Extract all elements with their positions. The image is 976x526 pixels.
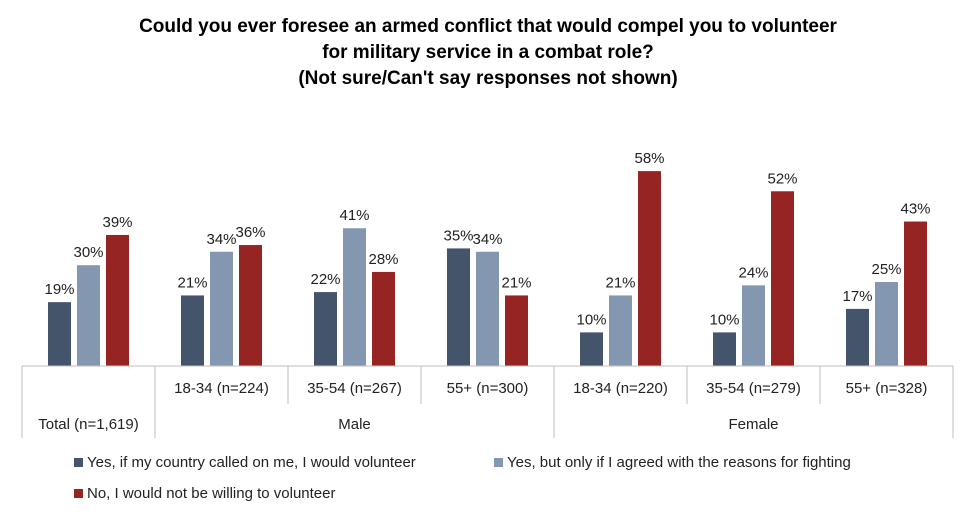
category-label: Total (n=1,619) (38, 416, 138, 433)
chart-title-line-3: (Not sure/Can't say responses not shown) (298, 68, 678, 89)
legend-label: Yes, but only if I agreed with the reaso… (507, 454, 851, 471)
category-label: 18-34 (n=220) (573, 380, 668, 397)
data-label: 21% (501, 274, 531, 291)
bar (609, 295, 632, 366)
data-label: 17% (842, 288, 872, 305)
bar (181, 295, 204, 366)
data-label: 30% (73, 244, 103, 261)
data-label: 58% (634, 150, 664, 167)
category-label: 55+ (n=328) (846, 380, 928, 397)
bar (106, 234, 129, 366)
legend-label: Yes, if my country called on me, I would… (87, 454, 416, 471)
data-label: 34% (206, 231, 236, 248)
legend-swatch (494, 458, 503, 467)
legend-item: Yes, but only if I agreed with the reaso… (494, 454, 851, 471)
bar (447, 248, 470, 366)
legend-item: Yes, if my country called on me, I would… (74, 454, 416, 471)
category-label: 35-54 (n=279) (706, 380, 801, 397)
data-label: 35% (443, 227, 473, 244)
data-label: 34% (472, 231, 502, 248)
bar (580, 332, 603, 366)
data-label: 28% (368, 251, 398, 268)
data-label: 25% (871, 261, 901, 278)
legend-swatch (74, 458, 83, 467)
bar (239, 245, 262, 366)
data-label: 41% (339, 207, 369, 224)
data-label: 21% (177, 274, 207, 291)
bar (875, 282, 898, 366)
chart-title: Could you ever foresee an armed conflict… (0, 14, 976, 92)
chart-title-line-1: Could you ever foresee an armed conflict… (139, 16, 837, 37)
data-label: 10% (709, 311, 739, 328)
data-label: 52% (767, 170, 797, 187)
category-label: 35-54 (n=267) (307, 380, 402, 397)
legend-swatch (74, 489, 83, 498)
data-label: 43% (900, 201, 930, 218)
bar (48, 302, 71, 366)
data-label: 39% (102, 214, 132, 231)
data-label: 22% (310, 271, 340, 288)
bar (904, 221, 927, 366)
bar (713, 332, 736, 366)
bar (314, 292, 337, 366)
group-label: Female (728, 416, 778, 433)
data-label: 21% (605, 274, 635, 291)
bar (77, 265, 100, 366)
data-label: 10% (576, 311, 606, 328)
bar (638, 171, 661, 366)
bar (210, 251, 233, 366)
bar (771, 191, 794, 366)
data-label: 36% (235, 224, 265, 241)
legend-label: No, I would not be willing to volunteer (87, 485, 336, 502)
data-label: 24% (738, 264, 768, 281)
bar (742, 285, 765, 366)
bar (476, 251, 499, 366)
data-label: 19% (44, 281, 74, 298)
bar (846, 308, 869, 366)
legend-item: No, I would not be willing to volunteer (74, 485, 335, 502)
category-label: 55+ (n=300) (447, 380, 529, 397)
bar (505, 295, 528, 366)
group-label: Male (338, 416, 371, 433)
chart-title-line-2: for military service in a combat role? (322, 42, 654, 63)
category-label: 18-34 (n=224) (174, 380, 269, 397)
bar (372, 271, 395, 366)
bar (343, 228, 366, 366)
